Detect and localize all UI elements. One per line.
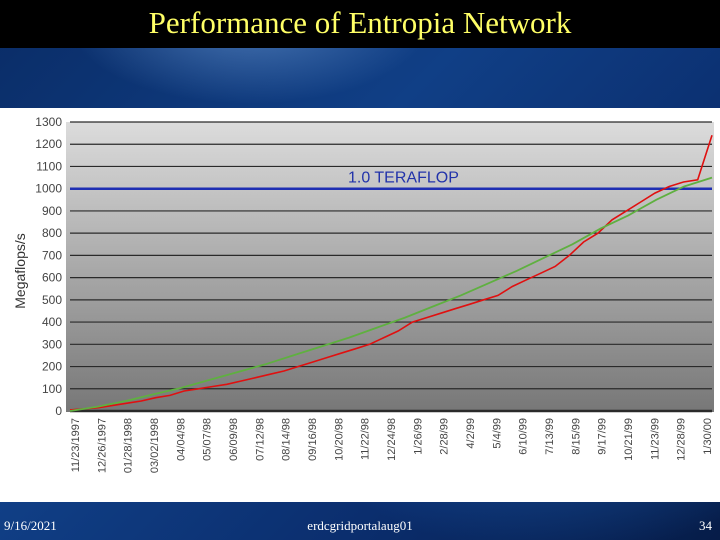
x-tick-label: 6/10/99 — [518, 418, 530, 455]
y-tick-label: 1000 — [35, 182, 62, 196]
x-tick-labels: 11/23/1997 12/26/1997 01/28/1998 03/02/1998… — [70, 418, 714, 473]
x-tick-label: 11/23/1997 — [70, 418, 82, 472]
x-tick-label: 8/15/99 — [570, 418, 582, 455]
x-tick-label: 4/2/99 — [465, 418, 477, 449]
y-tick-label: 1300 — [35, 115, 62, 129]
footer-source: erdcgridportalaug01 — [307, 518, 413, 533]
footer-date: 9/16/2021 — [4, 518, 57, 533]
title-bar — [0, 0, 720, 48]
page-number: 34 — [699, 518, 712, 533]
slide-title: Performance of Entropia Network — [148, 5, 572, 40]
y-tick-label: 600 — [42, 271, 62, 285]
x-tick-label: 9/17/99 — [597, 418, 609, 455]
teraflop-label: 1.0 TERAFLOP — [348, 170, 459, 187]
y-axis-label: Megaflops/s — [12, 233, 28, 308]
y-tick-label: 0 — [55, 404, 62, 418]
y-tick-label: 500 — [42, 293, 62, 307]
reference-line-group: 1.0 TERAFLOP — [70, 170, 712, 190]
x-tick-label: 03/02/1998 — [149, 418, 161, 473]
y-tick-label: 1200 — [35, 137, 62, 151]
x-tick-label: 1/30/00 — [702, 418, 714, 455]
series-group — [69, 135, 713, 412]
x-tick-label: 12/28/99 — [676, 418, 688, 461]
x-tick-label: 12/26/1997 — [96, 418, 108, 473]
x-tick-label: 1/26/99 — [412, 418, 424, 455]
y-tick-label: 100 — [42, 382, 62, 396]
performance-chart: 1.0 TERAFLOP 0 100 200 300 400 500 600 700 800 90… — [12, 115, 714, 473]
x-tick-label: 7/13/99 — [544, 418, 556, 455]
y-tick-label: 900 — [42, 204, 62, 218]
x-tick-label: 04/04/98 — [175, 418, 187, 461]
y-tick-label: 400 — [42, 315, 62, 329]
x-tick-label: 12/24/98 — [386, 418, 398, 461]
y-tick-label: 1100 — [36, 159, 62, 173]
trend-series-line — [69, 176, 713, 412]
x-tick-label: 06/09/98 — [228, 418, 240, 461]
x-tick-label: 10/20/98 — [333, 418, 345, 461]
y-tick-labels: 0 100 200 300 400 500 600 700 800 900 1000 1100 1200… — [35, 115, 62, 418]
x-tick-label: 08/14/98 — [281, 418, 293, 461]
x-tick-label: 09/16/98 — [307, 418, 319, 461]
y-tick-label: 700 — [42, 248, 62, 262]
y-tick-label: 800 — [42, 226, 62, 240]
x-tick-label: 11/23/99 — [649, 418, 661, 460]
x-tick-label: 10/21/99 — [623, 418, 635, 461]
plot-area — [66, 122, 714, 412]
x-tick-label: 2/28/99 — [439, 418, 451, 455]
x-tick-label: 5/4/99 — [491, 418, 503, 449]
x-tick-label: 05/07/98 — [202, 418, 214, 461]
x-tick-label: 11/22/98 — [360, 418, 372, 460]
y-tick-label: 200 — [42, 360, 62, 374]
x-tick-label: 07/12/98 — [254, 418, 266, 461]
x-tick-label: 01/28/1998 — [123, 418, 135, 473]
y-tick-label: 300 — [42, 337, 62, 351]
